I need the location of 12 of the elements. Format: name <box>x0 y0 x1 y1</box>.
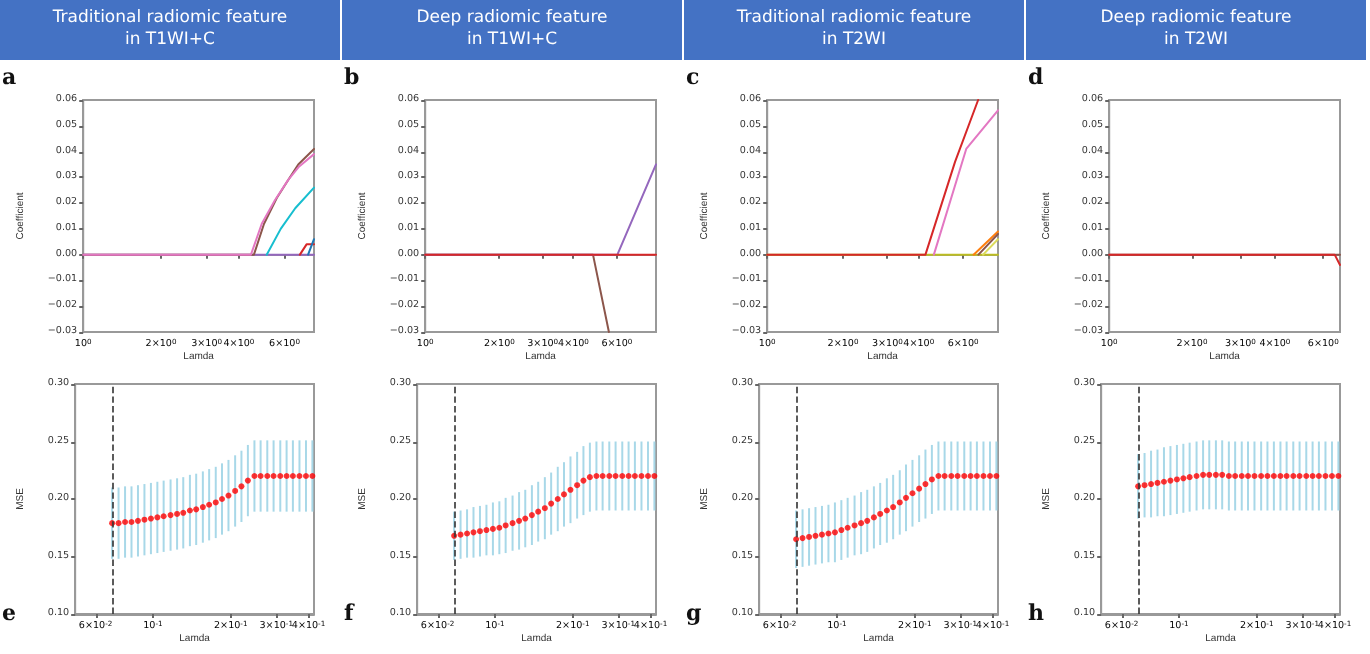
chart-title: Deep radiomic feature in T1WI+C <box>342 0 684 60</box>
chart-title: Deep radiomic feature in T2WI <box>1026 0 1368 60</box>
text: b <box>344 64 360 90</box>
text: c <box>686 64 700 90</box>
chart-title: Traditional radiomic feature in T2WI <box>684 0 1026 60</box>
text: f <box>344 600 356 626</box>
text: g <box>686 600 702 626</box>
text: d <box>1028 64 1044 90</box>
text: e <box>2 600 16 626</box>
text: h <box>1028 600 1044 626</box>
chart-title: Traditional radiomic feature in T1WI+C <box>0 0 342 60</box>
text: a <box>2 64 17 90</box>
